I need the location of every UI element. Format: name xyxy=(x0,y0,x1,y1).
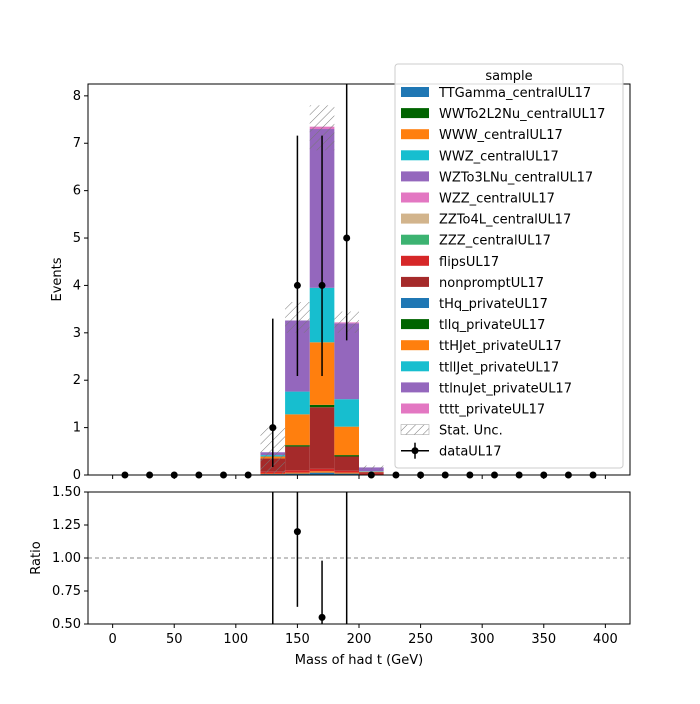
ratio-y-tick-label: 0.50 xyxy=(52,617,81,632)
legend-swatch xyxy=(401,150,429,160)
legend-label: ttllJet_privateUL17 xyxy=(439,360,559,375)
stat-unc-band xyxy=(359,466,384,470)
bar-tllq_privateUL17 xyxy=(334,455,359,456)
legend-swatch xyxy=(401,193,429,203)
x-tick-label: 350 xyxy=(531,632,556,647)
y-tick-label: 5 xyxy=(73,231,81,246)
ratio-panel: 0.50 0.75 1.00 1.25 1.50 0 50 100 150 200 250 300 35… xyxy=(29,485,630,668)
legend-label: nonpromptUL17 xyxy=(439,276,544,291)
y-tick-label: 1 xyxy=(73,421,81,436)
x-tick-label: 300 xyxy=(470,632,495,647)
legend-swatch xyxy=(401,171,429,181)
legend-swatch xyxy=(401,319,429,329)
x-tick-label: 100 xyxy=(223,632,248,647)
y-tick-label: 6 xyxy=(73,184,81,199)
bar-ttHJet_privateUL17 xyxy=(285,414,310,445)
legend-swatch xyxy=(401,256,429,266)
bar-nonpromptUL17 xyxy=(334,457,359,471)
y-tick-label: 7 xyxy=(73,136,81,151)
legend-label: TTGamma_centralUL17 xyxy=(438,86,591,101)
bar-WWW_centralUL17 xyxy=(334,473,359,474)
bar-ttllJet_privateUL17 xyxy=(334,399,359,426)
data-point xyxy=(294,282,301,289)
legend-swatch xyxy=(401,235,429,245)
ratio-point xyxy=(319,614,326,621)
legend-label: WZTo3LNu_centralUL17 xyxy=(439,170,593,185)
y-tick-label: 3 xyxy=(73,326,81,341)
bar-flipsUL17 xyxy=(334,471,359,473)
legend-swatch xyxy=(401,277,429,287)
x-axis-label: Mass of had t (GeV) xyxy=(295,653,423,668)
legend-data-marker xyxy=(412,447,419,454)
legend-label: tttt_privateUL17 xyxy=(439,403,545,418)
x-tick-label: 400 xyxy=(593,632,618,647)
data-point xyxy=(319,282,326,289)
ratio-point xyxy=(294,528,301,535)
legend-label: ZZTo4L_centralUL17 xyxy=(439,213,571,228)
x-tick-label: 250 xyxy=(408,632,433,647)
legend-label: WWW_centralUL17 xyxy=(439,128,563,143)
legend-label: tHq_privateUL17 xyxy=(439,297,548,312)
legend-label: WWZ_centralUL17 xyxy=(439,149,559,164)
legend-swatch xyxy=(401,298,429,308)
ratio-y-tick-label: 0.75 xyxy=(52,584,81,599)
legend-swatch xyxy=(401,214,429,224)
bar-WWW_centralUL17 xyxy=(310,471,335,472)
x-tick-label: 50 xyxy=(166,632,183,647)
bar-WWW_centralUL17 xyxy=(285,473,310,474)
legend-swatch xyxy=(401,382,429,392)
ratio-y-axis-label: Ratio xyxy=(29,541,44,574)
y-tick-label: 4 xyxy=(73,278,81,293)
bar-nonpromptUL17 xyxy=(285,447,310,471)
legend-swatch xyxy=(401,340,429,350)
bar-tllq_privateUL17 xyxy=(310,405,335,407)
ratio-y-tick-label: 1.25 xyxy=(52,518,81,533)
legend-swatch-stat-unc xyxy=(401,425,429,435)
ratio-y-tick-label: 1.00 xyxy=(52,551,81,566)
legend-swatch xyxy=(401,129,429,139)
x-tick-label: 200 xyxy=(347,632,372,647)
legend: sample TTGamma_centralUL17 WWTo2L2Nu_centr… xyxy=(395,64,623,468)
x-tick-label: 0 xyxy=(108,632,116,647)
bar-ttllJet_privateUL17 xyxy=(285,392,310,415)
y-tick-label: 0 xyxy=(73,468,81,483)
data-point xyxy=(269,424,276,431)
legend-label: Stat. Unc. xyxy=(439,424,503,439)
legend-label: tllq_privateUL17 xyxy=(439,318,545,333)
ratio-axes-frame xyxy=(88,492,630,624)
legend-label: ttHJet_privateUL17 xyxy=(439,339,562,354)
legend-swatch xyxy=(401,108,429,118)
legend-swatch xyxy=(401,87,429,97)
bar-flipsUL17 xyxy=(310,469,335,471)
bar-flipsUL17 xyxy=(285,470,310,472)
y-axis-label: Events xyxy=(50,257,65,301)
legend-swatch xyxy=(401,361,429,371)
legend-label: dataUL17 xyxy=(439,445,502,460)
y-tick-label: 8 xyxy=(73,89,81,104)
bar-tllq_privateUL17 xyxy=(285,445,310,446)
legend-label: ttlnuJet_privateUL17 xyxy=(439,381,572,396)
legend-label: flipsUL17 xyxy=(439,255,499,270)
legend-label: WWTo2L2Nu_centralUL17 xyxy=(439,107,605,122)
legend-label: ZZZ_centralUL17 xyxy=(439,234,551,249)
legend-title: sample xyxy=(485,69,532,84)
bar-ttHJet_privateUL17 xyxy=(334,427,359,455)
data-point xyxy=(343,235,350,242)
x-tick-label: 150 xyxy=(285,632,310,647)
bar-nonpromptUL17 xyxy=(310,407,335,469)
y-tick-label: 2 xyxy=(73,373,81,388)
ratio-y-tick-label: 1.50 xyxy=(52,485,81,500)
legend-swatch xyxy=(401,404,429,414)
legend-label: WZZ_centralUL17 xyxy=(439,192,555,207)
